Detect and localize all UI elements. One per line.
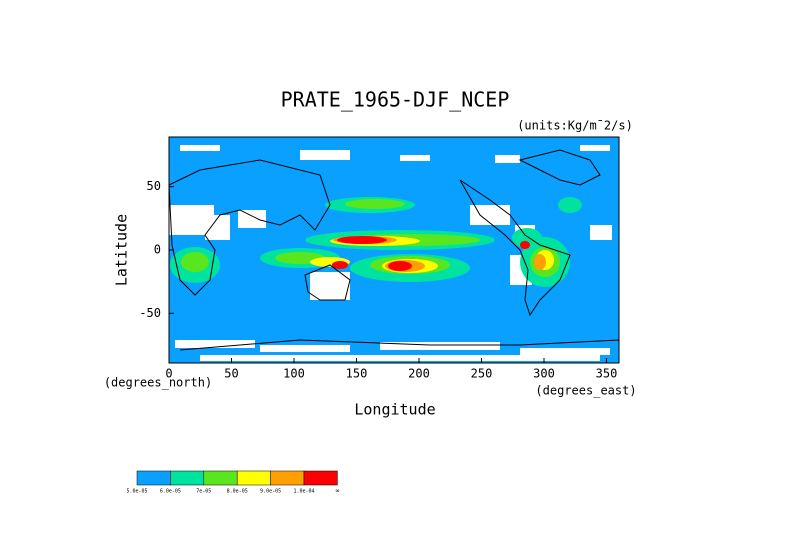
- colorbar-label: 8.0e-05: [227, 489, 248, 495]
- y-tick-label: 50: [147, 179, 161, 193]
- colorbar-swatch: [236, 470, 271, 486]
- colorbar-swatch: [303, 470, 338, 486]
- units-label: (units:Kg/m¯2/s): [517, 119, 633, 133]
- colorbar-label: 9.0e-05: [260, 489, 281, 495]
- colorbar-swatch: [170, 470, 205, 486]
- x-axis-label: Longitude: [354, 401, 435, 419]
- colorbar-swatch: [270, 470, 305, 486]
- colorbar-label: 5.0e-05: [126, 489, 147, 495]
- x-tick-label: 350: [596, 367, 618, 381]
- colorbar-swatch: [136, 470, 171, 486]
- x-tick-label: 0: [165, 367, 172, 381]
- colorbar-end-label: ∞: [336, 488, 340, 495]
- y-axis-label: Latitude: [113, 214, 131, 286]
- x-tick-label: 250: [471, 367, 493, 381]
- x-tick-label: 200: [408, 367, 430, 381]
- x-unit-label: (degrees_east): [535, 384, 636, 398]
- colorbar-label: 1.0e-04: [293, 489, 314, 495]
- colorbar-swatch: [203, 470, 238, 486]
- x-tick-label: 150: [346, 367, 368, 381]
- x-tick-label: 300: [533, 367, 555, 381]
- y-unit-label: (degrees_north): [104, 376, 212, 390]
- x-tick-label: 100: [283, 367, 305, 381]
- y-tick-label: -50: [139, 306, 161, 320]
- colorbar-label: 7e-05: [196, 489, 211, 495]
- x-tick-label: 50: [224, 367, 238, 381]
- title: PRATE_1965-DJF_NCEP: [281, 88, 510, 112]
- colorbar-label: 6.0e-05: [160, 489, 181, 495]
- y-tick-label: 0: [154, 243, 161, 257]
- precipitation-field: [168, 137, 620, 363]
